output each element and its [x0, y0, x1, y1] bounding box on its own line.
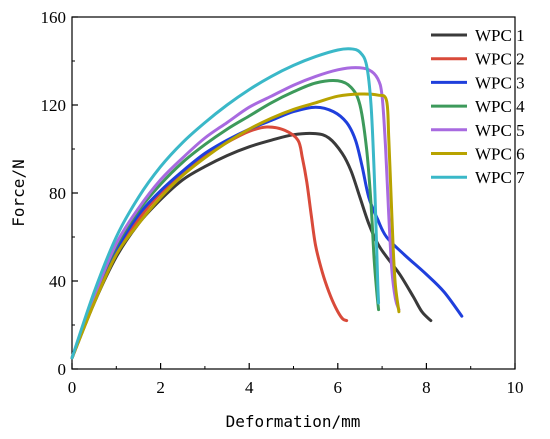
legend-label-wpc-2: WPC 2	[475, 50, 525, 69]
legend-label-wpc-4: WPC 4	[475, 97, 525, 116]
y-axis: 0 40 80 120 160	[41, 8, 78, 379]
legend: WPC 1 WPC 2 WPC 3 WPC 4 WPC 5 WPC 6 WPC 7	[431, 26, 525, 187]
legend-label-wpc-7: WPC 7	[475, 168, 525, 187]
y-tick-label: 80	[49, 184, 66, 203]
y-tick-label: 120	[41, 96, 67, 115]
legend-label-wpc-6: WPC 6	[475, 145, 525, 164]
x-tick-label: 6	[334, 378, 343, 397]
legend-label-wpc-3: WPC 3	[475, 73, 525, 92]
legend-label-wpc-1: WPC 1	[475, 26, 525, 45]
y-tick-label: 40	[49, 272, 66, 291]
series-line-wpc-7	[70, 47, 381, 360]
y-tick-label: 0	[58, 360, 67, 379]
x-tick-label: 0	[68, 378, 77, 397]
x-tick-label: 2	[156, 378, 165, 397]
series-line-wpc-2	[70, 125, 349, 360]
plot-area: 0 2 4 6 8 10 0 40 80 120 160	[41, 8, 524, 397]
y-tick-label: 160	[41, 8, 67, 27]
series-line-wpc-6	[70, 92, 401, 360]
series-layer	[70, 47, 464, 360]
x-tick-label: 8	[422, 378, 431, 397]
x-axis-title: Deformation/mm	[226, 412, 361, 431]
x-tick-label: 10	[507, 378, 524, 397]
x-axis: 0 2 4 6 8 10	[68, 363, 524, 397]
legend-label-wpc-5: WPC 5	[475, 121, 525, 140]
plot-frame	[71, 16, 516, 370]
x-tick-label: 4	[245, 378, 254, 397]
y-axis-title: Force/N	[9, 159, 28, 226]
series-line-wpc-5	[70, 66, 401, 360]
